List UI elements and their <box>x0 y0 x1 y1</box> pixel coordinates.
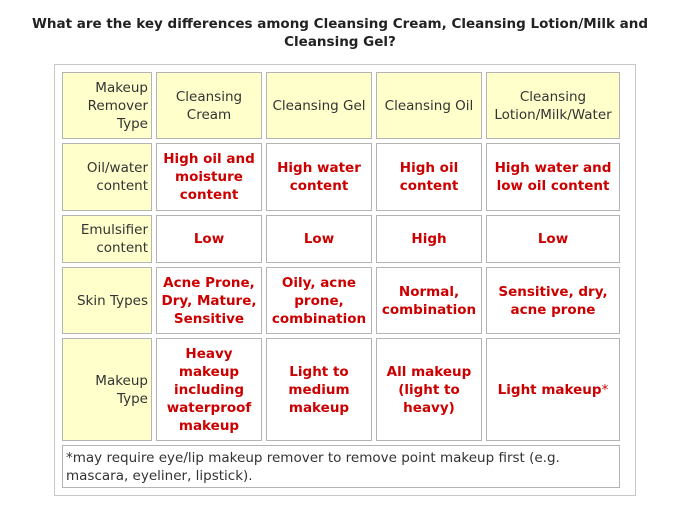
column-header-lotion: Cleansing Lotion/Milk/Water <box>486 72 620 139</box>
table-cell: High water content <box>266 143 372 211</box>
column-header-oil: Cleansing Oil <box>376 72 482 139</box>
row-header-skin-types: Skin Types <box>62 267 152 334</box>
table-cell: All makeup (light to heavy) <box>376 338 482 441</box>
table-cell: Acne Prone, Dry, Mature, Sensitive <box>156 267 262 334</box>
footnote-row: *may require eye/lip makeup remover to r… <box>62 445 620 488</box>
table-cell: Low <box>266 215 372 263</box>
table-cell: High <box>376 215 482 263</box>
table-cell: Heavy makeup including waterproof makeup <box>156 338 262 441</box>
table-cell: High water and low oil content <box>486 143 620 211</box>
page-title: What are the key differences among Clean… <box>31 16 649 50</box>
comparison-table: Makeup Remover Type Cleansing Cream Clea… <box>58 68 624 492</box>
row-header-makeup-type: Makeup Type <box>62 338 152 441</box>
table-cell: Low <box>486 215 620 263</box>
corner-header-cell: Makeup Remover Type <box>62 72 152 139</box>
table-row-oil-water: Oil/water content High oil and moisture … <box>62 143 620 211</box>
footnote-asterisk: * <box>601 381 609 398</box>
row-header-oil-water: Oil/water content <box>62 143 152 211</box>
header-row: Makeup Remover Type Cleansing Cream Clea… <box>62 72 620 139</box>
table-row-skin-types: Skin Types Acne Prone, Dry, Mature, Sens… <box>62 267 620 334</box>
table-cell: Normal, combination <box>376 267 482 334</box>
table-cell: Light to medium makeup <box>266 338 372 441</box>
table-cell: Low <box>156 215 262 263</box>
row-header-emulsifier: Emulsifier content <box>62 215 152 263</box>
column-header-cream: Cleansing Cream <box>156 72 262 139</box>
table-cell: High oil content <box>376 143 482 211</box>
table-row-emulsifier: Emulsifier content Low Low High Low <box>62 215 620 263</box>
light-makeup-text: Light makeup <box>497 381 602 398</box>
table-cell: Sensitive, dry, acne prone <box>486 267 620 334</box>
column-header-gel: Cleansing Gel <box>266 72 372 139</box>
table-cell: High oil and moisture content <box>156 143 262 211</box>
table-cell: Oily, acne prone, combination <box>266 267 372 334</box>
table-cell-light-makeup: Light makeup* <box>486 338 620 441</box>
table-row-makeup-type: Makeup Type Heavy makeup including water… <box>62 338 620 441</box>
footnote: *may require eye/lip makeup remover to r… <box>62 445 620 488</box>
